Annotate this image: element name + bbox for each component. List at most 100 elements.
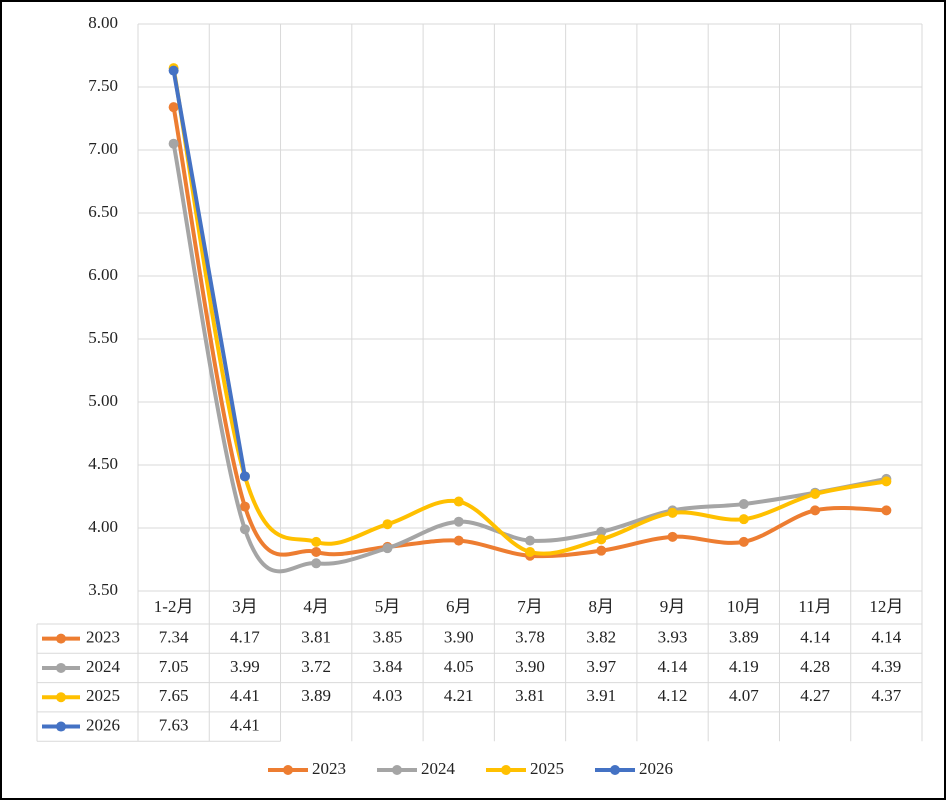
data-point <box>382 519 393 530</box>
table-cell: 4.14 <box>871 628 901 647</box>
x-tick-label: 5月 <box>375 597 401 616</box>
table-cell: 7.34 <box>159 628 189 647</box>
table-key-marker <box>56 721 66 732</box>
table-cell: 4.14 <box>800 628 830 647</box>
data-point <box>311 546 322 557</box>
data-point <box>168 102 179 113</box>
data-point <box>311 536 322 547</box>
table-cell: 3.81 <box>301 628 331 647</box>
y-tick-label: 4.50 <box>88 454 118 473</box>
table-key-marker <box>56 692 66 703</box>
y-tick-label: 7.50 <box>88 76 118 95</box>
data-point <box>738 499 749 510</box>
table-cell: 3.97 <box>586 657 616 676</box>
table-cell: 4.41 <box>230 715 260 734</box>
table-cell: 3.81 <box>515 686 545 705</box>
data-point <box>239 501 250 512</box>
data-point <box>596 545 607 556</box>
x-tick-label: 11月 <box>798 597 831 616</box>
series-line <box>171 68 247 479</box>
data-point <box>810 488 821 499</box>
table-cell: 4.12 <box>658 686 688 705</box>
legend-label: 2023 <box>312 759 346 778</box>
table-cell: 4.21 <box>444 686 474 705</box>
table-cell: 4.17 <box>230 628 260 647</box>
x-tick-label: 9月 <box>660 597 686 616</box>
y-tick-label: 5.50 <box>88 328 118 347</box>
table-cell: 4.27 <box>800 686 830 705</box>
data-point <box>667 531 678 542</box>
y-tick-label: 6.50 <box>88 202 118 221</box>
table-key-marker <box>56 633 66 644</box>
data-point <box>453 516 464 527</box>
x-tick-label: 4月 <box>303 597 329 616</box>
data-point <box>382 543 393 554</box>
table-cell: 3.91 <box>586 686 616 705</box>
table-series-name: 2023 <box>86 628 120 647</box>
x-tick-label: 3月 <box>232 597 258 616</box>
table-cell: 4.14 <box>658 657 688 676</box>
table-cell: 4.41 <box>230 686 260 705</box>
data-point <box>311 558 322 569</box>
table-cell: 3.89 <box>729 628 759 647</box>
table-cell: 4.37 <box>871 686 901 705</box>
legend-marker <box>392 765 402 775</box>
table-cell: 3.72 <box>301 657 331 676</box>
table-cell: 4.19 <box>729 657 759 676</box>
legend-label: 2026 <box>639 759 673 778</box>
table-series-name: 2024 <box>86 657 121 676</box>
legend-marker <box>610 765 620 775</box>
data-point <box>738 514 749 525</box>
data-point <box>239 471 250 482</box>
y-tick-label: 5.00 <box>88 391 118 410</box>
table-cell: 3.84 <box>373 657 403 676</box>
data-point <box>596 526 607 537</box>
table-cell: 3.78 <box>515 628 545 647</box>
x-tick-label: 1-2月 <box>154 597 194 616</box>
data-point <box>596 534 607 545</box>
x-tick-label: 6月 <box>446 597 472 616</box>
y-tick-label: 6.00 <box>88 265 118 284</box>
x-tick-label: 7月 <box>517 597 543 616</box>
table-cell: 3.85 <box>373 628 403 647</box>
table-cell: 3.90 <box>515 657 545 676</box>
data-point <box>667 507 678 518</box>
table-cell: 7.05 <box>159 657 189 676</box>
data-point <box>738 536 749 547</box>
data-point <box>168 138 179 149</box>
legend-marker <box>501 765 511 775</box>
x-tick-label: 10月 <box>727 597 761 616</box>
data-point <box>168 65 179 76</box>
data-point <box>453 496 464 507</box>
table-cell: 3.93 <box>658 628 688 647</box>
y-tick-label: 3.50 <box>88 580 118 599</box>
legend-label: 2025 <box>530 759 564 778</box>
table-cell: 3.99 <box>230 657 260 676</box>
y-tick-label: 8.00 <box>88 13 118 32</box>
y-tick-label: 4.00 <box>88 517 118 536</box>
x-tick-label: 12月 <box>869 597 903 616</box>
table-series-name: 2026 <box>86 715 120 734</box>
data-point <box>525 546 535 557</box>
table-cell: 7.63 <box>159 715 189 734</box>
table-cell: 4.07 <box>729 686 759 705</box>
x-tick-label: 8月 <box>589 597 615 616</box>
data-point <box>881 505 892 516</box>
data-point <box>810 505 821 516</box>
table-key-marker <box>56 662 66 673</box>
legend-marker <box>283 765 293 775</box>
table-cell: 4.05 <box>444 657 474 676</box>
table-cell: 4.39 <box>871 657 901 676</box>
data-point <box>453 535 464 546</box>
table-cell: 3.90 <box>444 628 474 647</box>
data-point <box>881 476 892 487</box>
data-point <box>239 524 250 535</box>
data-point <box>525 535 535 546</box>
table-cell: 3.89 <box>301 686 331 705</box>
table-cell: 3.82 <box>586 628 616 647</box>
table-cell: 4.03 <box>373 686 403 705</box>
table-series-name: 2025 <box>86 686 120 705</box>
